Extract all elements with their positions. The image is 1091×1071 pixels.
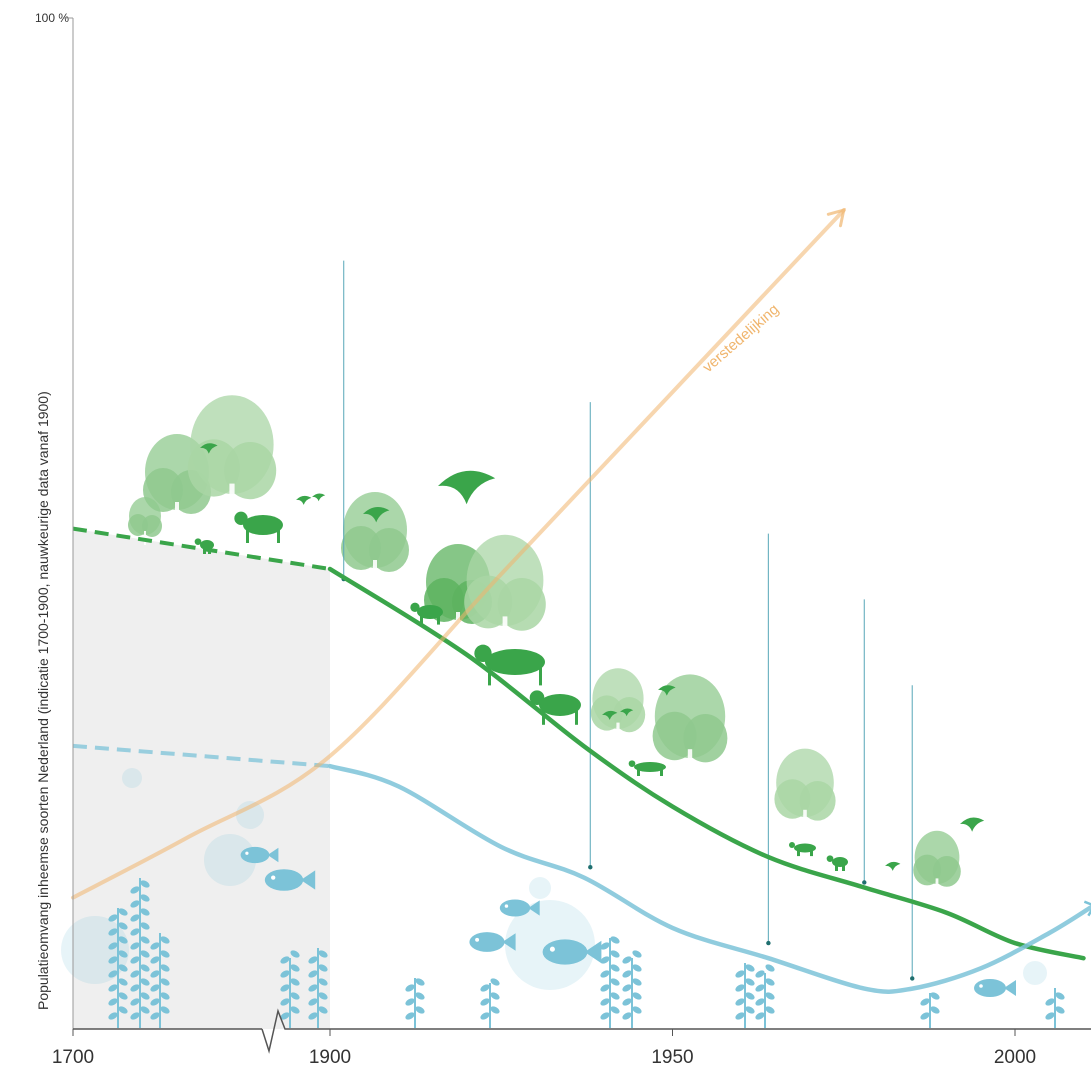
tree-icon-2 — [341, 492, 409, 588]
tree-icon-8 — [913, 830, 961, 898]
series-arrow-water — [1083, 900, 1091, 917]
fish-icon-3 — [469, 932, 516, 952]
waterplant-icon-8 — [622, 950, 642, 1028]
fish-icon-0 — [240, 846, 279, 864]
squirrel-icon-2 — [826, 855, 848, 871]
cow-icon — [474, 644, 545, 686]
event-marker-dot-2 — [766, 940, 771, 946]
tree-icon-7 — [774, 748, 836, 835]
tree-icon-5 — [590, 668, 646, 745]
bird-icon-4 — [960, 817, 985, 832]
bird-icon-9 — [200, 443, 218, 454]
squirrel-icon-1 — [789, 842, 816, 857]
event-marker-dot-4 — [910, 976, 915, 981]
bubble-icon-5 — [529, 877, 551, 899]
waterplant-icon-5 — [405, 978, 425, 1028]
series-label-verstedelijking: verstedelijking — [699, 301, 782, 376]
x-tick-label-1900: 1900 — [309, 1047, 351, 1068]
bubble-icon-6 — [1023, 961, 1047, 985]
waterplant-icon-0 — [108, 908, 128, 1028]
waterplant-icon-4 — [308, 948, 328, 1028]
waterplant-icon-9 — [735, 963, 755, 1028]
waterplant-icon-6 — [480, 978, 500, 1028]
tree-icon-1 — [187, 395, 277, 520]
waterplant-icon-3 — [280, 950, 300, 1028]
x-tick-label-1700: 1700 — [52, 1047, 94, 1068]
bird-icon-1 — [362, 506, 390, 523]
squirrel-icon-0 — [410, 602, 443, 625]
series-line-land — [327, 566, 1086, 961]
event-marker-dot-3 — [862, 880, 867, 885]
fox-icon — [628, 760, 666, 776]
x-tick-label-1950: 1950 — [651, 1047, 693, 1068]
series-layer — [71, 208, 1091, 994]
bush-icon-0 — [128, 497, 162, 545]
waterplant-icon-11 — [920, 992, 940, 1028]
waterplant-icon-12 — [1045, 988, 1065, 1028]
bird-icon-0 — [438, 470, 496, 505]
waterplant-icon-1 — [150, 933, 170, 1028]
series-line-water-indication — [72, 743, 331, 769]
bird-icon-2 — [295, 495, 312, 505]
bubble-icon-2 — [236, 801, 264, 829]
y-tick-label-top: 100 % — [35, 11, 69, 25]
y-axis-label: Populatieomvang inheemse soorten Nederla… — [35, 391, 51, 1010]
series-line-land-indication — [72, 526, 331, 571]
event-marker-layer — [341, 260, 915, 981]
fish-icon-4 — [542, 939, 602, 965]
tree-icon-4 — [464, 534, 546, 650]
bird-icon-7 — [620, 708, 634, 717]
waterplant-icon-2 — [130, 878, 150, 1028]
tree-icon-6 — [652, 674, 728, 780]
waterplant-icon-7 — [600, 936, 620, 1028]
series-line-water — [327, 763, 1091, 994]
fish-icon-5 — [974, 979, 1016, 997]
bubble-icon-1 — [204, 834, 256, 886]
event-marker-dot-1 — [588, 865, 593, 870]
deer-icon — [234, 511, 283, 543]
bird-icon-3 — [312, 493, 326, 502]
fish-icon-1 — [264, 869, 316, 891]
waterplant-icon-10 — [755, 964, 775, 1028]
fish-icon-2 — [499, 899, 540, 917]
series-arrow-verstedelijking — [826, 208, 846, 228]
x-tick-label-2000: 2000 — [994, 1047, 1036, 1068]
bird-icon-6 — [602, 710, 618, 720]
bird-icon-5 — [885, 861, 901, 871]
bird-icon-8 — [658, 685, 676, 696]
bubble-icon-3 — [122, 768, 142, 788]
series-line-verstedelijking — [71, 208, 846, 900]
x-axis-break — [261, 1008, 292, 1054]
